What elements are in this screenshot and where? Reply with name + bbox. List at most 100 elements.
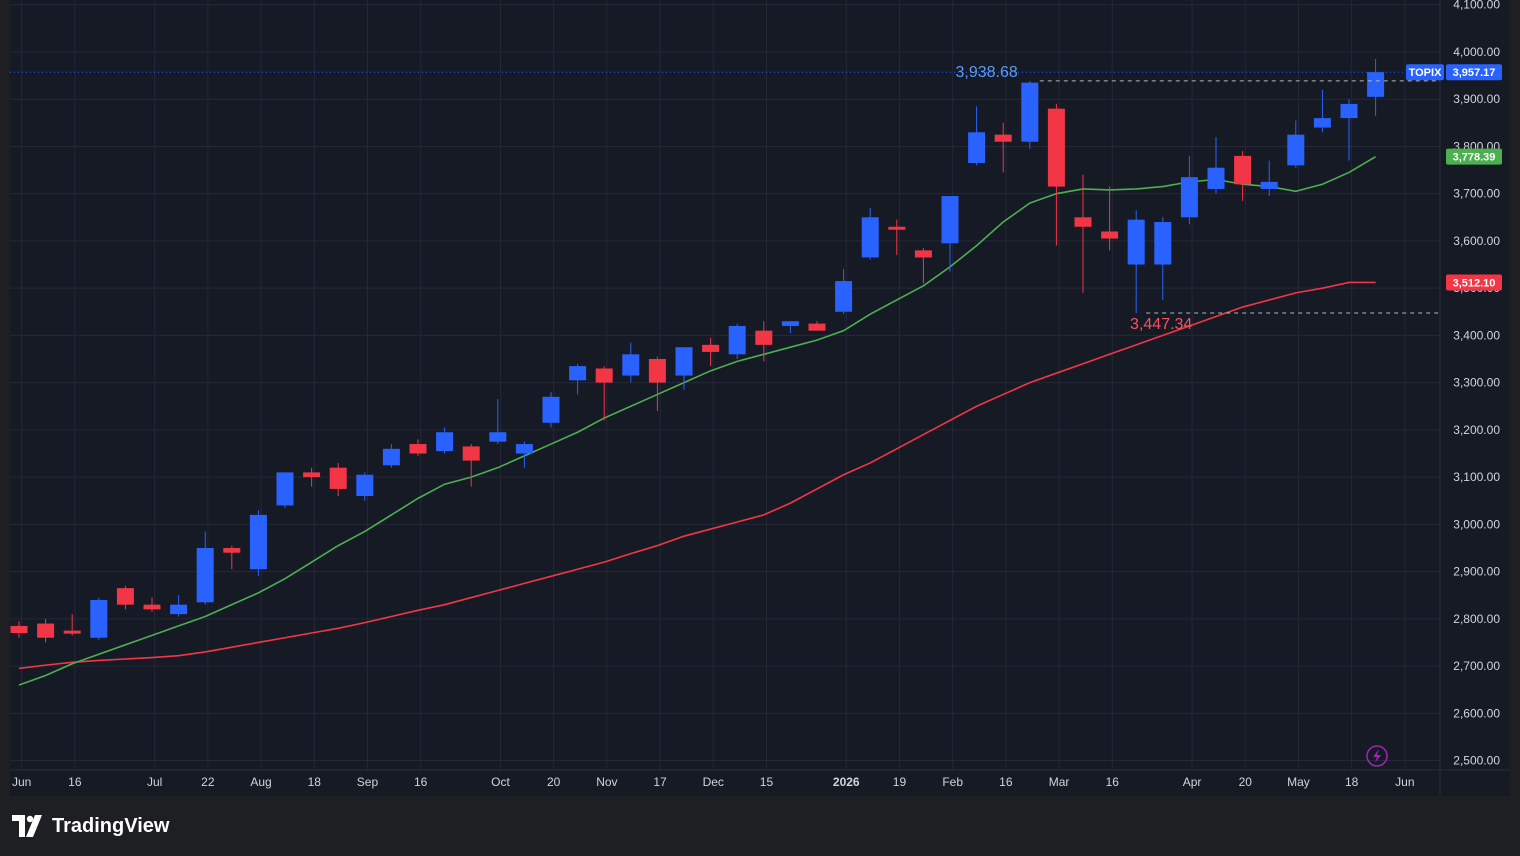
- grid-lines: [10, 0, 1510, 796]
- candle: [1234, 151, 1252, 201]
- candle-body: [356, 474, 374, 497]
- candle: [1154, 217, 1172, 300]
- price-axis: 2,500.00 2,600.00 2,700.00 2,800.00 2,900.00…: [1453, 0, 1500, 768]
- lightning-icon[interactable]: [1366, 745, 1388, 767]
- candle-body: [409, 444, 427, 454]
- x-tick-label: 20: [547, 775, 561, 789]
- candle: [63, 614, 81, 636]
- y-tick-label: 3,300.00: [1453, 376, 1500, 390]
- candle-body: [223, 547, 241, 553]
- y-tick-label: 2,900.00: [1453, 565, 1500, 579]
- candle-body: [170, 604, 188, 615]
- candle-body: [515, 444, 533, 454]
- moving-average-short: [18, 155, 1377, 686]
- x-tick-label: 16: [999, 775, 1013, 789]
- y-tick-label: 2,700.00: [1453, 659, 1500, 673]
- candle: [303, 467, 321, 487]
- x-tick-label: Jun: [1395, 775, 1414, 789]
- current-price-tag: 3,957.17: [1446, 64, 1502, 81]
- candle-body: [968, 132, 986, 163]
- candle: [1101, 186, 1119, 251]
- candle-body: [1047, 108, 1065, 187]
- candle-body: [116, 588, 134, 605]
- candle: [914, 248, 932, 284]
- candle: [1367, 59, 1385, 116]
- candle: [968, 106, 986, 166]
- candle: [808, 321, 826, 331]
- ma-long-line: [18, 281, 1376, 670]
- candle: [781, 321, 799, 334]
- candle: [1287, 120, 1305, 168]
- candle: [648, 356, 666, 411]
- candle-body: [1260, 181, 1278, 189]
- candle: [1021, 80, 1039, 149]
- candle: [356, 472, 374, 501]
- candle: [515, 441, 533, 468]
- candle: [888, 219, 906, 256]
- price-tags: TOPIX 3,957.17 3,778.39 3,512.10: [1406, 64, 1502, 291]
- chart-panel[interactable]: 3,938.68 3,447.34 2,500.00 2,600.00 2,700.0…: [10, 0, 1510, 796]
- y-tick-label: 3,600.00: [1453, 234, 1500, 248]
- y-tick-label: 2,600.00: [1453, 706, 1500, 720]
- candle-body: [249, 514, 267, 570]
- candle: [542, 392, 560, 428]
- brand-footer[interactable]: TradingView: [12, 812, 169, 840]
- candle-body: [702, 344, 720, 352]
- candle: [1260, 160, 1278, 197]
- candle-body: [329, 467, 347, 489]
- x-tick-label: 15: [760, 775, 774, 789]
- y-tick-label: 3,400.00: [1453, 328, 1500, 342]
- candle-body: [994, 134, 1012, 142]
- candle: [994, 122, 1012, 173]
- candle-body: [303, 472, 321, 478]
- symbol-tag-bg: [1406, 64, 1444, 81]
- candle-body: [1207, 167, 1225, 189]
- y-tick-label: 3,900.00: [1453, 92, 1500, 106]
- x-tick-label: 16: [1106, 775, 1120, 789]
- candle: [223, 545, 241, 570]
- y-tick-label: 4,000.00: [1453, 45, 1500, 59]
- candle: [675, 347, 693, 390]
- candle: [1340, 99, 1358, 161]
- x-tick-label: Mar: [1049, 775, 1070, 789]
- candle-body: [542, 396, 560, 423]
- candle-body: [1154, 222, 1172, 265]
- candle: [249, 510, 267, 577]
- x-tick-label: Dec: [703, 775, 724, 789]
- candle-body: [648, 359, 666, 383]
- ma-short-line: [18, 155, 1377, 686]
- candle-body: [37, 623, 55, 638]
- annotations: 3,938.68 3,447.34: [10, 64, 1440, 333]
- x-tick-label: Jun: [12, 775, 31, 789]
- candle: [170, 595, 188, 617]
- y-tick-label: 3,100.00: [1453, 470, 1500, 484]
- candle: [861, 207, 879, 260]
- candle-body: [1313, 118, 1331, 128]
- candle: [835, 269, 853, 315]
- candle-body: [10, 625, 28, 634]
- x-tick-label: Apr: [1183, 775, 1202, 789]
- x-tick-label: 22: [201, 775, 215, 789]
- candle-body: [914, 250, 932, 258]
- x-tick-label: Jul: [147, 775, 162, 789]
- x-tick-label: 19: [893, 775, 907, 789]
- high-marker-label: 3,938.68: [956, 64, 1018, 81]
- ma-short-tag: 3,778.39: [1446, 148, 1502, 165]
- candlestick-chart[interactable]: 3,938.68 3,447.34 2,500.00 2,600.00 2,700.0…: [10, 0, 1510, 796]
- candle-body: [489, 432, 507, 442]
- candle-body: [728, 325, 746, 355]
- candle-body: [436, 432, 454, 452]
- x-tick-label: Feb: [942, 775, 963, 789]
- candle-body: [63, 630, 81, 634]
- candle-body: [622, 354, 640, 376]
- candle: [382, 444, 400, 468]
- candle-body: [1180, 177, 1198, 218]
- low-marker-label: 3,447.34: [1130, 316, 1192, 333]
- candle-body: [941, 196, 959, 244]
- candle-body: [462, 446, 480, 461]
- y-tick-label: 2,500.00: [1453, 754, 1500, 768]
- y-tick-label: 3,700.00: [1453, 187, 1500, 201]
- x-tick-label: 18: [308, 775, 322, 789]
- x-tick-label: Nov: [596, 775, 617, 789]
- candle-body: [276, 472, 294, 506]
